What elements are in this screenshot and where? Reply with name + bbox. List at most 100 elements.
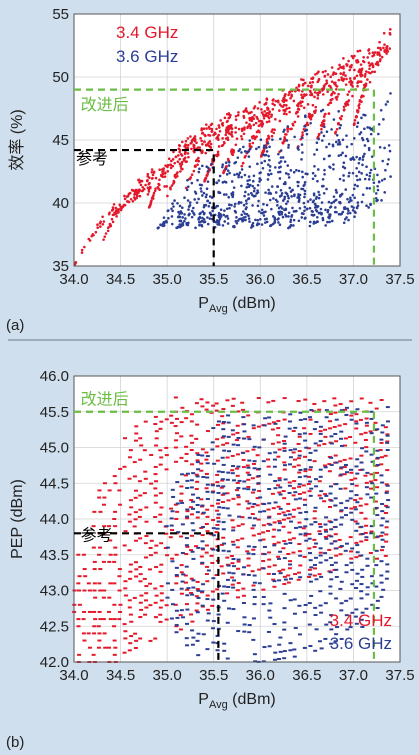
data-point (292, 99, 296, 103)
data-point (277, 657, 282, 660)
data-point (96, 646, 101, 649)
data-point (346, 93, 350, 96)
data-point (222, 649, 227, 652)
data-point (245, 471, 250, 474)
data-point (86, 582, 91, 585)
data-point (228, 171, 231, 175)
data-point (215, 445, 220, 448)
data-point (247, 155, 251, 158)
data-point (215, 459, 220, 462)
data-point (195, 516, 200, 519)
data-point (222, 585, 227, 588)
data-point (251, 462, 256, 465)
data-point (146, 193, 150, 196)
data-point (359, 525, 364, 528)
data-point (385, 520, 390, 523)
data-point (380, 431, 385, 434)
data-point (200, 561, 205, 564)
data-point (326, 208, 330, 212)
data-point (185, 517, 190, 520)
data-point (191, 493, 196, 496)
data-point (386, 100, 389, 103)
data-point (221, 428, 226, 431)
data-point (242, 480, 247, 483)
data-point (363, 144, 367, 147)
data-point (266, 114, 269, 118)
data-point (365, 204, 368, 208)
data-point (314, 485, 319, 488)
data-point (119, 208, 123, 211)
data-point (205, 598, 210, 601)
data-point (318, 561, 323, 564)
data-point (197, 170, 201, 174)
data-point (292, 210, 296, 213)
data-point (251, 588, 256, 591)
data-point (254, 194, 257, 198)
data-point (309, 594, 314, 597)
data-point (332, 118, 336, 121)
data-point (379, 524, 384, 527)
data-point (350, 63, 353, 67)
data-point (142, 449, 147, 452)
data-point (225, 507, 230, 510)
data-point (374, 196, 378, 200)
data-point (262, 214, 266, 217)
data-point (191, 636, 196, 639)
data-point (221, 408, 226, 411)
data-point (276, 541, 281, 544)
data-point (133, 198, 137, 201)
data-point (161, 170, 164, 174)
data-point (185, 608, 190, 611)
data-point (215, 127, 218, 131)
data-point (338, 587, 343, 590)
data-point (221, 163, 225, 167)
data-point (374, 51, 377, 54)
data-point (335, 191, 338, 194)
data-point (158, 178, 161, 182)
data-point (101, 618, 106, 621)
data-point (364, 607, 369, 610)
data-point (175, 510, 180, 513)
data-point (127, 192, 131, 196)
data-point (282, 112, 286, 116)
data-point (278, 223, 282, 227)
data-point (226, 499, 231, 502)
data-point (258, 510, 263, 513)
data-point (353, 183, 357, 187)
data-point (357, 161, 361, 165)
data-point (101, 222, 105, 226)
data-point (360, 468, 365, 471)
data-point (205, 565, 210, 568)
data-point (97, 639, 102, 642)
data-point (173, 161, 177, 165)
y-tick-label: 55 (52, 6, 69, 23)
data-point (181, 616, 186, 619)
data-point (281, 141, 284, 145)
improved-label: 改进后 (81, 96, 129, 114)
data-point (102, 238, 105, 241)
data-point (144, 606, 149, 609)
data-point (255, 504, 260, 507)
x-tick-label: 37.5 (385, 667, 414, 684)
data-point (167, 216, 170, 220)
data-point (170, 207, 173, 211)
data-point (285, 202, 288, 206)
data-point (170, 560, 175, 563)
data-point (251, 184, 255, 188)
x-tick-label: 37.0 (339, 667, 368, 684)
data-point (303, 475, 308, 478)
data-point (273, 480, 278, 483)
data-point (153, 189, 157, 193)
data-point (144, 585, 149, 588)
data-point (259, 217, 262, 221)
data-point (222, 193, 226, 196)
data-point (334, 188, 338, 192)
data-point (349, 471, 354, 474)
data-point (199, 469, 204, 472)
data-point (349, 418, 354, 421)
data-point (271, 222, 275, 226)
data-point (82, 610, 87, 613)
data-point (236, 582, 241, 585)
data-point (230, 562, 235, 565)
data-point (318, 590, 323, 593)
